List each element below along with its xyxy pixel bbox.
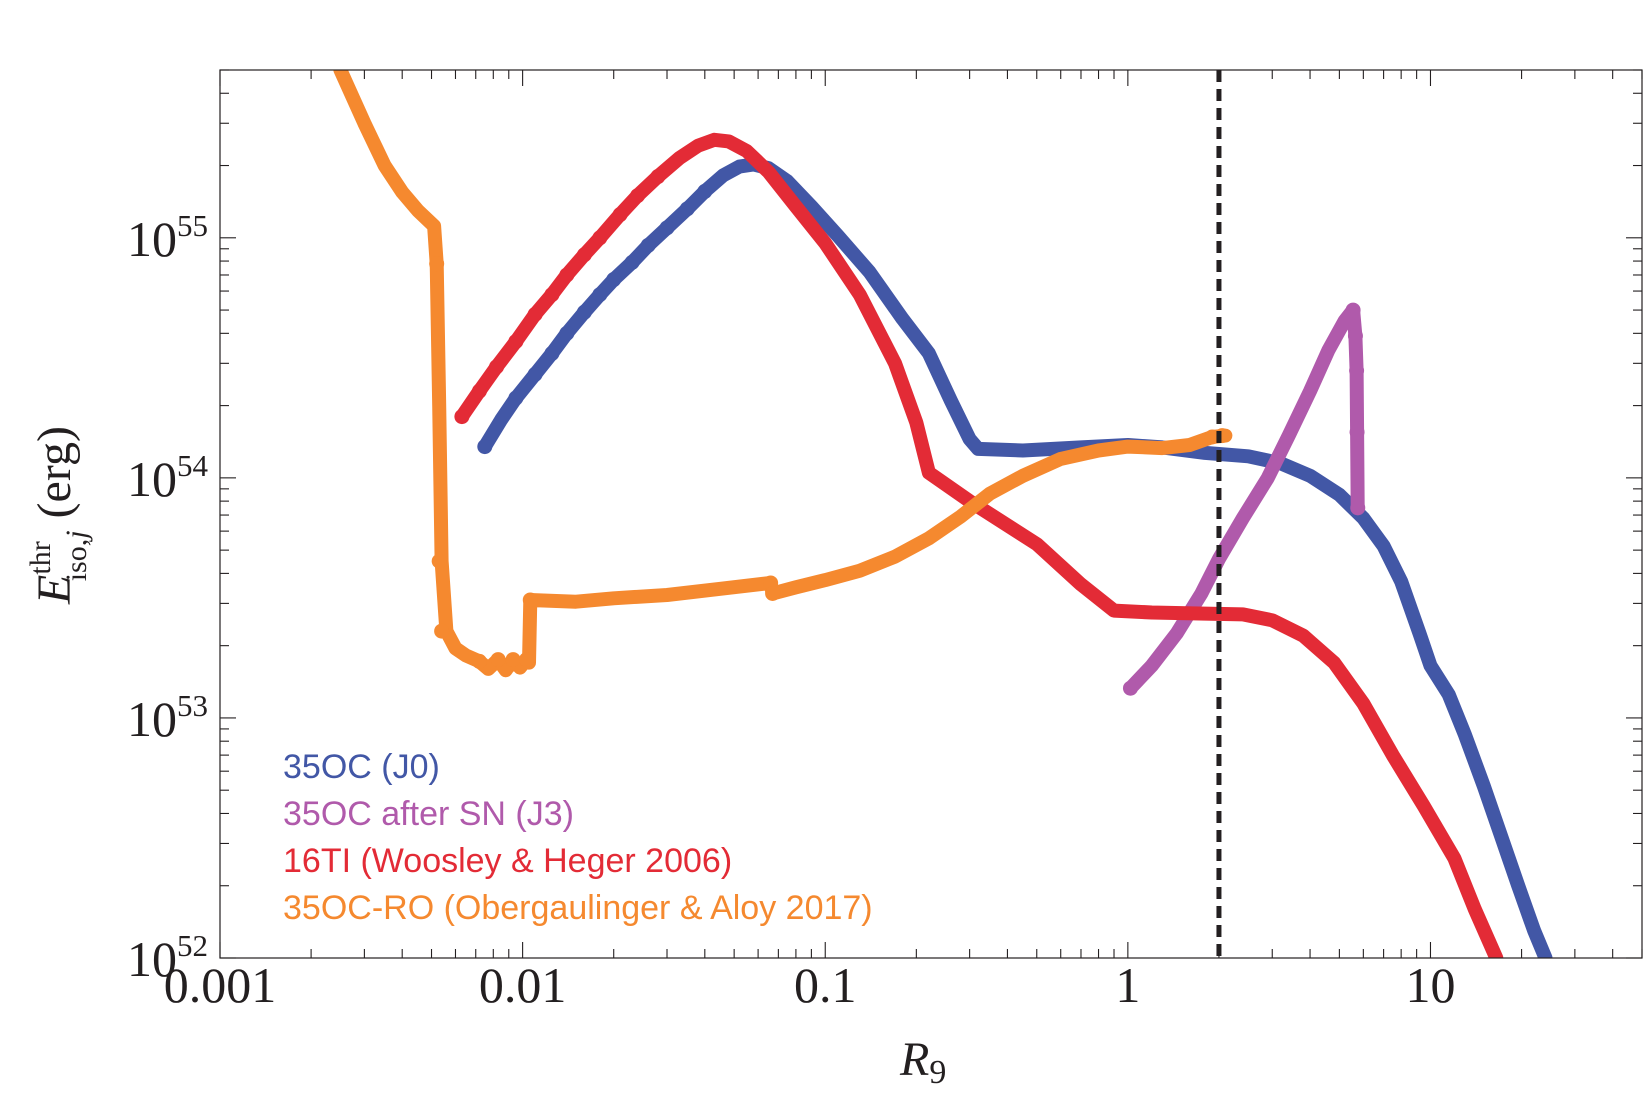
series-point-35oc-ro-obergaulinger-aloy-2017 (431, 553, 447, 569)
series-point-16ti-woosley-heger-2006 (576, 247, 592, 263)
y-axis-title-sub: iso, (60, 539, 93, 582)
series-16ti-woosley-heger-2006 (454, 132, 1504, 958)
series-point-16ti-woosley-heger-2006 (544, 287, 560, 303)
x-axis-title: R9 (899, 1033, 946, 1091)
series-point-35oc-after-sn-j3 (1347, 328, 1363, 344)
series-point-35oc-ro-obergaulinger-aloy-2017 (522, 592, 538, 608)
series-point-35oc-after-sn-j3 (1349, 424, 1365, 440)
y-tick-exp: 52 (177, 928, 208, 963)
series-point-35oc-j0 (559, 325, 575, 341)
y-tick-base: 10 (127, 451, 177, 507)
series-35oc-after-sn-j3 (1122, 302, 1366, 696)
y-tick-label: 1055 (127, 208, 208, 267)
series-point-35oc-after-sn-j3 (1349, 363, 1365, 379)
series-line-16ti-woosley-heger-2006 (454, 132, 1504, 958)
series-point-16ti-woosley-heger-2006 (527, 306, 543, 322)
series-point-16ti-woosley-heger-2006 (508, 333, 524, 349)
x-tick-label: 0.001 (164, 957, 277, 1013)
series-point-35oc-j0 (544, 345, 560, 361)
series-point-35oc-after-sn-j3 (1122, 680, 1138, 696)
series-point-35oc-ro-obergaulinger-aloy-2017 (490, 652, 506, 668)
x-tick-label: 0.1 (794, 957, 857, 1013)
series-35oc-j0 (477, 157, 1553, 958)
y-axis-title-unit: (erg) (28, 426, 81, 518)
series-point-16ti-woosley-heger-2006 (650, 169, 666, 185)
series-point-35oc-j0 (576, 304, 592, 320)
series-point-35oc-ro-obergaulinger-aloy-2017 (519, 652, 535, 668)
legend-entry-16ti-woosley-heger-2006: 16TI (Woosley & Heger 2006) (283, 842, 732, 880)
series-point-35oc-ro-obergaulinger-aloy-2017 (505, 652, 521, 668)
series-point-35oc-j0 (679, 201, 695, 217)
series-line-35oc-after-sn-j3 (1123, 303, 1365, 696)
x-axis-title-main: R (899, 1033, 929, 1086)
plot-series (333, 70, 1553, 958)
series-point-35oc-j0 (592, 287, 608, 303)
series-point-35oc-j0 (606, 272, 622, 288)
series-point-16ti-woosley-heger-2006 (471, 383, 487, 399)
y-tick-label: 1053 (127, 688, 208, 747)
series-point-16ti-woosley-heger-2006 (630, 188, 646, 204)
series-point-35oc-ro-obergaulinger-aloy-2017 (429, 256, 445, 272)
series-point-16ti-woosley-heger-2006 (559, 267, 575, 283)
series-line-35oc-j0 (477, 157, 1553, 958)
series-point-35oc-j0 (527, 366, 543, 382)
y-tick-base: 10 (127, 931, 177, 987)
series-point-35oc-j0 (697, 183, 713, 199)
series-point-35oc-ro-obergaulinger-aloy-2017 (765, 585, 781, 601)
series-35oc-ro-obergaulinger-aloy-2017 (333, 70, 1233, 678)
series-point-35oc-j0 (477, 439, 493, 455)
y-axis-title-sub-j: j (60, 530, 93, 542)
y-tick-exp: 55 (177, 208, 208, 243)
legend-entry-35oc-j0: 35OC (J0) (283, 748, 440, 786)
series-point-35oc-j0 (659, 220, 675, 236)
y-axis-title-main: E (28, 575, 81, 605)
plot-frame (219, 69, 1643, 959)
series-point-35oc-j0 (624, 254, 640, 270)
series-point-35oc-j0 (508, 390, 524, 406)
legend-entry-35oc-ro-obergaulinger-aloy-2017: 35OC-RO (Obergaulinger & Aloy 2017) (283, 889, 873, 927)
y-tick-label: 1052 (127, 928, 208, 987)
series-point-16ti-woosley-heger-2006 (489, 359, 505, 375)
y-tick-exp: 54 (177, 448, 209, 483)
legend-entry-35oc-after-sn-j3: 35OC after SN (J3) (283, 795, 574, 833)
y-tick-label: 1054 (127, 448, 209, 507)
y-tick-base: 10 (127, 691, 177, 747)
x-tick-labels: 0.001 0.01 0.1 1 10 (164, 957, 1456, 1013)
x-axis-title-sub: 9 (929, 1054, 946, 1091)
series-point-35oc-after-sn-j3 (1350, 500, 1366, 516)
series-point-16ti-woosley-heger-2006 (454, 409, 470, 425)
y-tick-base: 10 (127, 211, 177, 267)
legend: 35OC (J0) 35OC after SN (J3) 16TI (Woosley… (283, 748, 873, 927)
series-point-35oc-ro-obergaulinger-aloy-2017 (434, 623, 450, 639)
series-line-35oc-ro-obergaulinger-aloy-2017 (333, 70, 1233, 678)
series-point-16ti-woosley-heger-2006 (612, 207, 628, 223)
y-axis-title-sup: thr (24, 541, 57, 574)
series-point-35oc-ro-obergaulinger-aloy-2017 (471, 653, 487, 669)
x-tick-label: 10 (1405, 957, 1455, 1013)
x-tick-label: 0.01 (479, 957, 567, 1013)
series-point-35oc-after-sn-j3 (1345, 302, 1361, 318)
series-point-35oc-j0 (640, 237, 656, 253)
y-axis-title: Ethr iso,j (erg) (24, 426, 93, 605)
x-tick-label: 1 (1115, 957, 1140, 1013)
series-point-16ti-woosley-heger-2006 (592, 230, 608, 246)
y-tick-exp: 53 (177, 688, 208, 723)
